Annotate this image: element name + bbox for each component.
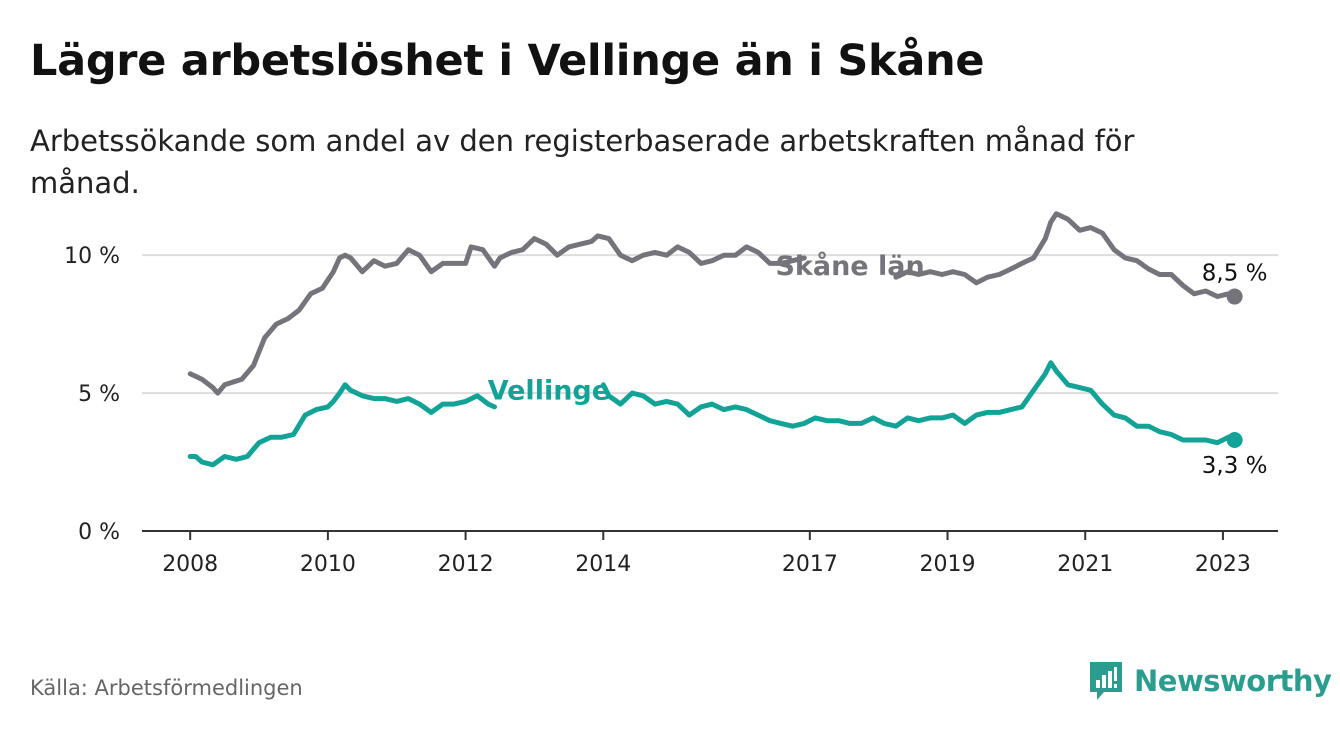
chart-title: Lägre arbetslöshet i Vellinge än i Skåne — [30, 36, 985, 86]
chart-subtitle: Arbetssökande som andel av den registerb… — [30, 124, 1135, 200]
x-tick-label: 2010 — [300, 552, 356, 577]
y-tick-label: 10 % — [64, 244, 120, 269]
brand: Newsworthy — [1088, 660, 1332, 702]
end-dot-vellinge — [1226, 431, 1243, 448]
series-line-skane — [187, 233, 807, 396]
source-note: Källa: Arbetsförmedlingen — [30, 676, 303, 700]
x-tick-label: 2014 — [575, 552, 631, 577]
y-tick-label: 5 % — [78, 382, 120, 407]
x-tick-label: 2019 — [920, 552, 976, 577]
series-line-vellinge — [600, 360, 1238, 446]
series-line-vellinge — [187, 382, 497, 468]
x-tick-label: 2012 — [438, 552, 494, 577]
end-dot-skane — [1226, 288, 1243, 305]
series-line-skane — [893, 211, 1238, 299]
x-tick-label: 2008 — [162, 552, 218, 577]
x-tick-label: 2023 — [1195, 552, 1251, 577]
y-tick-label: 0 % — [78, 520, 120, 545]
end-label-skane: 8,5 % — [1202, 261, 1268, 287]
x-tick-label: 2021 — [1057, 552, 1113, 577]
newsworthy-logo-icon — [1090, 662, 1122, 700]
series-label-skane: Skåne län — [775, 250, 924, 282]
end-label-vellinge: 3,3 % — [1202, 453, 1268, 479]
line-chart: 0 % 5 % 10 % 2008 2010 2012 2014 2017 2019 2021 20… — [64, 211, 1278, 577]
x-tick-label: 2017 — [782, 552, 838, 577]
brand-name: Newsworthy — [1134, 664, 1332, 698]
series-label-vellinge: Vellinge — [488, 375, 610, 406]
